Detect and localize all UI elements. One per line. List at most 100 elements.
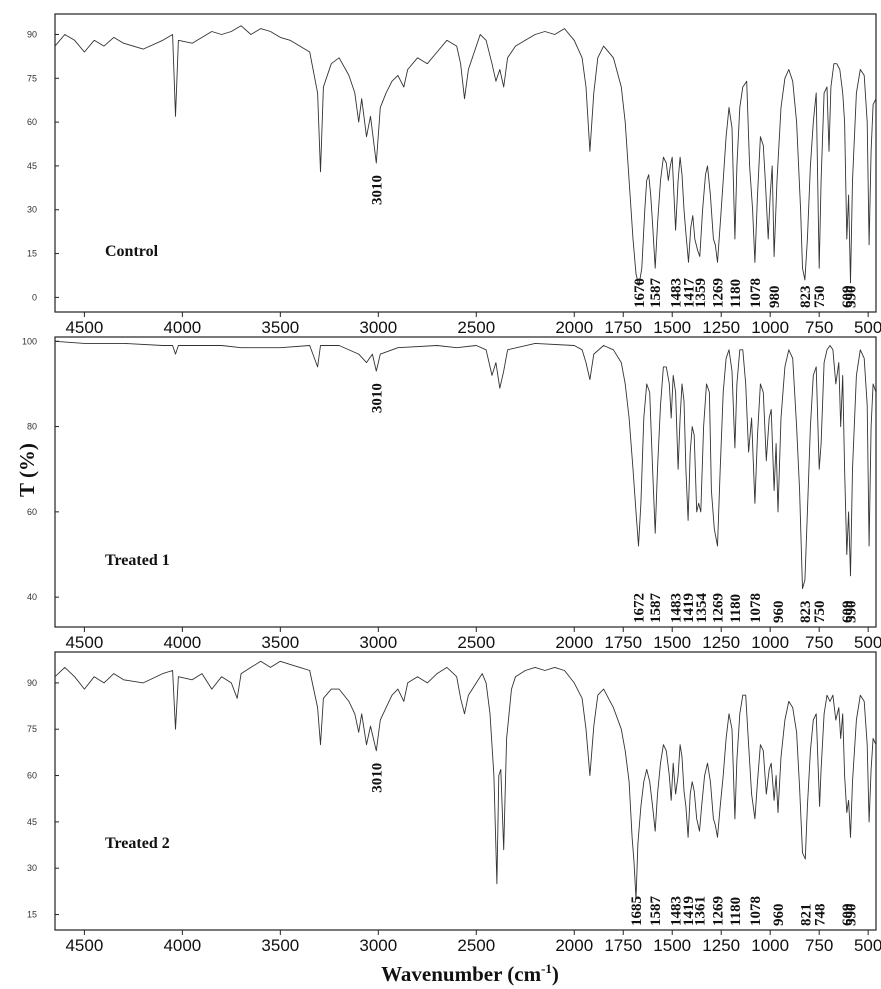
x-tick-label: 1750 xyxy=(604,936,642,955)
x-tick-label: 500 xyxy=(854,936,881,955)
x-tick-label: 1500 xyxy=(653,318,691,337)
x-tick-label: 3000 xyxy=(359,633,397,652)
x-ticks: 4500 4000 3500 3000 2500 2000 1750 1500 1250 1000… xyxy=(65,312,881,337)
y-tick-label: 60 xyxy=(27,771,37,781)
peak-label: 1078 xyxy=(748,896,764,926)
peak-label: 1180 xyxy=(728,279,744,308)
x-tick-label: 1250 xyxy=(702,633,740,652)
peak-label: 1419 xyxy=(681,593,697,623)
x-ticks: 4500 4000 3500 3000 2500 2000 1750 1500 1250 1000… xyxy=(65,627,881,652)
panel-control: 90 75 60 45 30 15 0 4500 4000 3500 3000 2500 2000 17… xyxy=(27,13,881,337)
peak-label: 1078 xyxy=(748,278,764,308)
panel-treated-1: 100 80 60 40 4500 4000 3500 3000 2500 2000 1750 15… xyxy=(22,336,881,652)
x-tick-label: 1500 xyxy=(653,936,691,955)
peak-label: 590 xyxy=(844,601,860,624)
y-ticks: 90 75 60 45 30 15 0 xyxy=(27,29,59,302)
x-tick-label: 1000 xyxy=(751,318,789,337)
x-tick-label: 4000 xyxy=(163,936,201,955)
x-tick-label: 2000 xyxy=(555,318,593,337)
peak-label: 1269 xyxy=(711,593,727,623)
y-tick-label: 15 xyxy=(27,910,37,920)
peak-label: 823 xyxy=(798,286,814,309)
peak-label: 1180 xyxy=(728,594,744,623)
y-tick-label: 75 xyxy=(27,724,37,734)
spectrum-line xyxy=(54,340,877,590)
peak-label: 1483 xyxy=(669,896,685,926)
y-ticks: 100 80 60 40 xyxy=(22,336,59,602)
peak-label: 3010 xyxy=(369,383,385,413)
peak-label: 1354 xyxy=(694,593,710,624)
x-tick-label: 4500 xyxy=(65,936,103,955)
peak-label: 1672 xyxy=(632,593,648,623)
peak-label: 1587 xyxy=(648,593,664,624)
x-tick-label: 750 xyxy=(805,633,833,652)
x-tick-label: 3000 xyxy=(359,318,397,337)
panel-treated-2: 90 75 60 45 30 15 4500 4000 3500 3000 2500 2000 175… xyxy=(27,651,881,955)
plot-frame xyxy=(54,651,877,931)
peak-label: 609 xyxy=(840,904,856,927)
x-axis-title-end: ) xyxy=(552,962,559,986)
y-tick-label: 90 xyxy=(27,29,37,39)
x-tick-label: 4500 xyxy=(65,318,103,337)
y-tick-label: 45 xyxy=(27,161,37,171)
peak-label: 1587 xyxy=(648,278,664,309)
x-tick-label: 1000 xyxy=(751,936,789,955)
y-tick-label: 75 xyxy=(27,73,37,83)
x-axis-title-sup: -1 xyxy=(541,961,552,976)
peak-label: 1269 xyxy=(711,278,727,308)
y-axis-title: T (%) xyxy=(15,443,39,497)
x-tick-label: 2000 xyxy=(555,936,593,955)
y-tick-label: 15 xyxy=(27,249,37,259)
y-tick-label: 45 xyxy=(27,817,37,827)
peak-label: 1483 xyxy=(669,278,685,308)
y-ticks: 90 75 60 45 30 15 xyxy=(27,678,59,920)
x-tick-label: 2500 xyxy=(457,318,495,337)
peak-label: 821 xyxy=(798,904,814,927)
peak-label: 980 xyxy=(767,286,783,309)
x-axis-title: Wavenumber (cm-1) xyxy=(381,961,559,986)
x-tick-label: 2500 xyxy=(457,936,495,955)
x-tick-label: 4000 xyxy=(163,318,201,337)
x-tick-label: 1000 xyxy=(751,633,789,652)
peak-label: 590 xyxy=(844,904,860,927)
x-tick-label: 1250 xyxy=(702,318,740,337)
x-tick-label: 3500 xyxy=(261,318,299,337)
plot-frame xyxy=(54,13,877,313)
y-tick-label: 100 xyxy=(22,336,37,346)
spectrum-line xyxy=(54,660,877,900)
x-tick-label: 500 xyxy=(854,633,881,652)
x-tick-label: 4500 xyxy=(65,633,103,652)
y-tick-label: 30 xyxy=(27,863,37,873)
x-tick-label: 2000 xyxy=(555,633,593,652)
y-tick-label: 80 xyxy=(27,422,37,432)
peak-label: 960 xyxy=(771,904,787,927)
y-tick-label: 40 xyxy=(27,592,37,602)
peak-label: 1483 xyxy=(669,593,685,623)
peak-label: 1180 xyxy=(728,897,744,926)
x-tick-label: 1500 xyxy=(653,633,691,652)
y-tick-label: 90 xyxy=(27,678,37,688)
plot-frame xyxy=(54,336,877,628)
peak-label: 609 xyxy=(840,286,856,309)
peak-label: 1587 xyxy=(648,896,664,927)
x-tick-label: 3500 xyxy=(261,633,299,652)
x-tick-label: 750 xyxy=(805,936,833,955)
x-tick-label: 500 xyxy=(854,318,881,337)
x-tick-label: 750 xyxy=(805,318,833,337)
panel-label: Treated 2 xyxy=(105,835,170,852)
peak-label: 1417 xyxy=(682,278,698,309)
y-tick-label: 0 xyxy=(32,292,37,302)
peak-label: 1670 xyxy=(632,278,648,308)
peak-label: 1419 xyxy=(681,896,697,926)
x-ticks: 4500 4000 3500 3000 2500 2000 1750 1500 1250 1000… xyxy=(65,930,881,955)
y-tick-label: 60 xyxy=(27,117,37,127)
y-tick-label: 30 xyxy=(27,205,37,215)
peak-label: 748 xyxy=(813,904,829,927)
peak-label: 3010 xyxy=(369,175,385,205)
peak-label: 750 xyxy=(812,601,828,624)
x-tick-label: 1750 xyxy=(604,633,642,652)
x-axis-title-main: Wavenumber (cm xyxy=(381,962,542,986)
